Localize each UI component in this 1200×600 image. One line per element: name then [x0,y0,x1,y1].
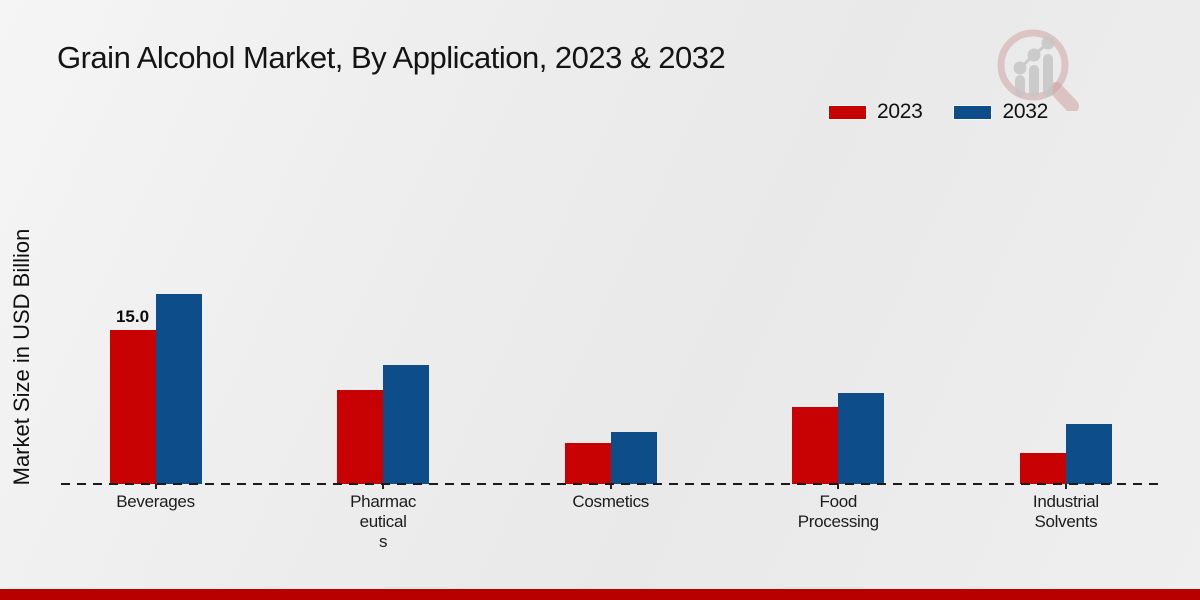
bar-2023-industrial-solvents [1019,453,1066,484]
bar-2032-pharmaceuticals [383,365,430,484]
x-tick-cosmetics [609,484,612,489]
x-tick-industrial-solvents [1064,484,1067,489]
legend-swatch-2023 [828,105,866,119]
legend-label: 2023 [876,100,923,123]
category-label-cosmetics: Cosmetics [572,492,650,511]
x-tick-beverages [154,484,157,489]
footer-band [0,589,1200,600]
x-tick-pharmaceuticals [382,484,385,489]
bar-2032-beverages [155,294,202,484]
category-label-beverages: Beverages [116,492,195,511]
bar-2023-cosmetics [564,443,611,484]
bar-value-label-2023-beverages: 15.0 [115,307,150,326]
x-tick-food-processing [837,484,840,489]
bar-2032-cosmetics [610,432,657,484]
bar-2032-industrial-solvents [1065,424,1112,484]
bar-2023-food-processing [792,407,839,484]
bar-2032-food-processing [838,393,885,484]
bar-2023-pharmaceuticals [337,390,384,484]
x-axis-line [61,483,1158,485]
legend-item-2023: 2023 [828,100,923,124]
category-label-pharmaceuticals: Pharmac eutical s [350,492,417,551]
category-label-food-processing: Food Processing [797,492,879,531]
bar-2023-beverages [109,330,156,484]
legend-label: 2032 [1002,100,1048,123]
legend: 2023 2032 [828,100,1048,124]
legend-item-2032: 2032 [954,100,1048,124]
chart-title: Grain Alcohol Market, By Application, 20… [57,40,726,75]
y-axis-label: Market Size in USD Billion [9,228,34,486]
category-label-industrial-solvents: Industrial Solvents [1032,492,1099,531]
magnifier-bar-chart-logo-icon [988,26,1083,113]
legend-swatch-2032 [954,105,992,119]
